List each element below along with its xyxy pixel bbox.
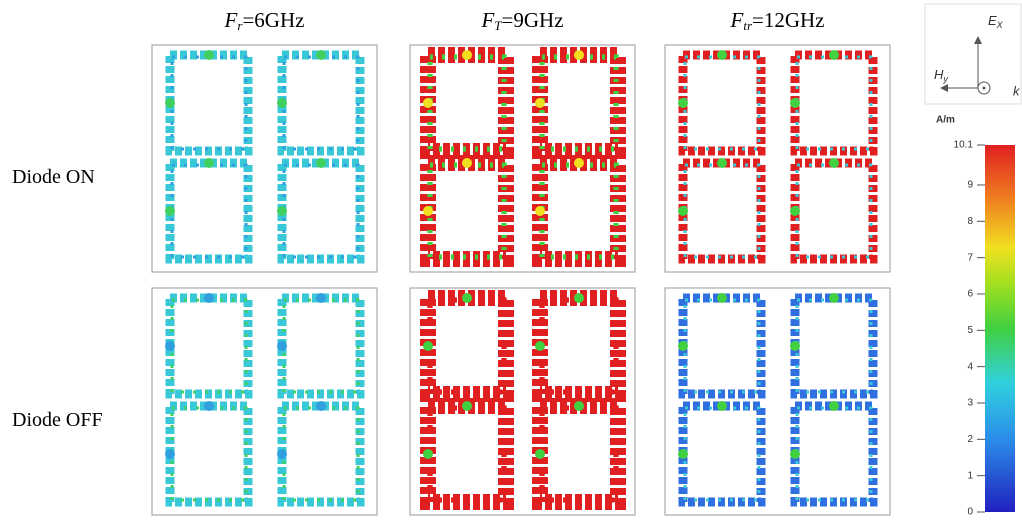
- colorbar-tick-label: 5: [967, 325, 973, 336]
- column-header: Ftr=12GHz: [730, 8, 825, 33]
- current-node: [316, 158, 326, 168]
- current-node: [316, 293, 326, 303]
- current-node: [535, 449, 545, 459]
- current-node: [829, 50, 839, 60]
- current-node: [462, 401, 472, 411]
- header-symbol: F: [730, 8, 744, 32]
- current-node: [277, 449, 287, 459]
- current-node: [423, 341, 433, 351]
- current-node: [204, 293, 214, 303]
- current-node: [678, 449, 688, 459]
- current-node: [717, 158, 727, 168]
- current-node: [574, 50, 584, 60]
- current-node: [462, 50, 472, 60]
- colorbar-tick-label: 0: [967, 507, 973, 518]
- header-symbol: F: [224, 8, 238, 32]
- header-rest: =6GHz: [242, 8, 304, 32]
- current-node: [790, 341, 800, 351]
- colorbar-tick-label: 4: [967, 361, 973, 372]
- current-node: [165, 341, 175, 351]
- colorbar-tick-label: 2: [967, 434, 973, 445]
- current-node: [277, 98, 287, 108]
- current-node: [574, 293, 584, 303]
- current-node: [717, 50, 727, 60]
- current-node: [535, 206, 545, 216]
- current-node: [535, 98, 545, 108]
- current-node: [790, 98, 800, 108]
- colorbar-tick-label: 6: [967, 289, 973, 300]
- header-rest: =12GHz: [752, 8, 825, 32]
- current-node: [316, 50, 326, 60]
- current-node: [462, 293, 472, 303]
- axes-inset: [925, 4, 1021, 104]
- colorbar-tick-label: 3: [967, 398, 973, 409]
- current-node: [165, 98, 175, 108]
- column-header: Fr=6GHz: [224, 8, 305, 33]
- current-node: [462, 158, 472, 168]
- current-node: [204, 158, 214, 168]
- current-node: [717, 401, 727, 411]
- current-node: [277, 341, 287, 351]
- colorbar-tick-label: 9: [967, 180, 973, 191]
- current-node: [165, 449, 175, 459]
- current-node: [165, 206, 175, 216]
- current-node: [535, 341, 545, 351]
- colorbar-tick-label: 10.1: [954, 140, 974, 151]
- colorbar-tick-label: 8: [967, 216, 973, 227]
- current-node: [574, 401, 584, 411]
- current-node: [574, 158, 584, 168]
- current-node: [316, 401, 326, 411]
- current-node: [829, 158, 839, 168]
- current-node: [423, 98, 433, 108]
- current-node: [790, 206, 800, 216]
- column-header: FT=9GHz: [480, 8, 563, 33]
- current-node: [204, 401, 214, 411]
- current-node: [678, 206, 688, 216]
- colorbar: [985, 145, 1015, 512]
- figure: EX Hy k A/m Fr=6GHzFT=9GHzFtr=12GHzDiode…: [0, 0, 1022, 522]
- current-node: [423, 449, 433, 459]
- current-node: [829, 293, 839, 303]
- current-node: [829, 401, 839, 411]
- current-node: [717, 293, 727, 303]
- current-node: [790, 449, 800, 459]
- colorbar-unit: A/m: [936, 115, 955, 126]
- current-node: [423, 206, 433, 216]
- current-node: [678, 98, 688, 108]
- header-rest: =9GHz: [502, 8, 564, 32]
- current-node: [678, 341, 688, 351]
- k-dot: [983, 87, 986, 90]
- colorbar-tick-label: 7: [967, 252, 973, 263]
- row-label: Diode OFF: [12, 409, 103, 431]
- row-label: Diode ON: [12, 166, 95, 188]
- header-symbol: F: [480, 8, 494, 32]
- colorbar-tick-label: 1: [967, 470, 973, 481]
- current-node: [204, 50, 214, 60]
- current-node: [277, 206, 287, 216]
